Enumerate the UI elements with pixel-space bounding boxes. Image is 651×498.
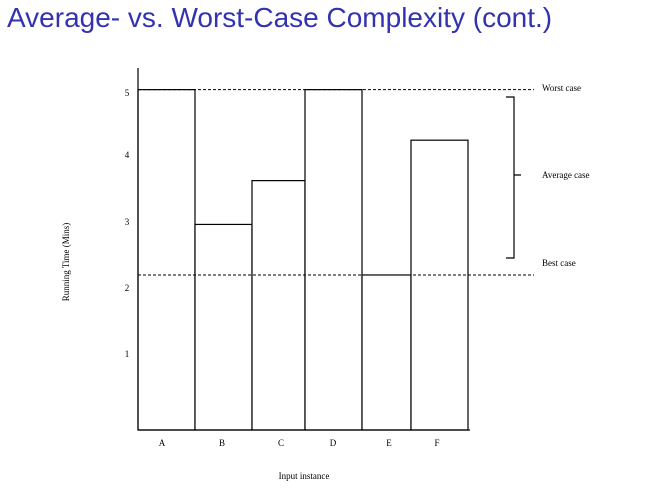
average-case-label: Average case	[542, 170, 590, 180]
y-tick-label-2: 2	[125, 283, 130, 293]
x-tick-label-c: C	[278, 438, 284, 448]
x-tick-label-a: A	[159, 438, 166, 448]
chart-axes	[137, 68, 470, 431]
bar-series	[137, 89, 469, 431]
chart-labels: 1 2 3 4 5 A B C D E F Worst case Best case Average ca…	[61, 83, 590, 481]
x-tick-label-e: E	[386, 438, 392, 448]
x-tick-label-d: D	[330, 438, 337, 448]
bar-b	[194, 223, 253, 431]
y-axis-label: Running Time (Mins)	[61, 223, 71, 302]
bar-d	[304, 89, 363, 431]
y-tick-label-5: 5	[125, 88, 130, 98]
worst-case-label: Worst case	[542, 83, 581, 93]
bar-f	[410, 139, 469, 431]
x-tick-label-b: B	[219, 438, 225, 448]
bar-e	[361, 274, 412, 431]
average-case-bracket	[506, 96, 521, 259]
y-tick-label-1: 1	[125, 349, 130, 359]
bar-c	[251, 180, 306, 431]
best-case-label: Best case	[542, 258, 576, 268]
x-tick-label-f: F	[434, 438, 439, 448]
y-tick-label-4: 4	[125, 150, 130, 160]
x-axis-label: Input instance	[279, 471, 330, 481]
reference-lines	[138, 89, 534, 276]
y-tick-label-3: 3	[125, 217, 130, 227]
bar-a	[137, 89, 196, 431]
slide-title: Average- vs. Worst-Case Complexity (cont…	[7, 2, 553, 33]
